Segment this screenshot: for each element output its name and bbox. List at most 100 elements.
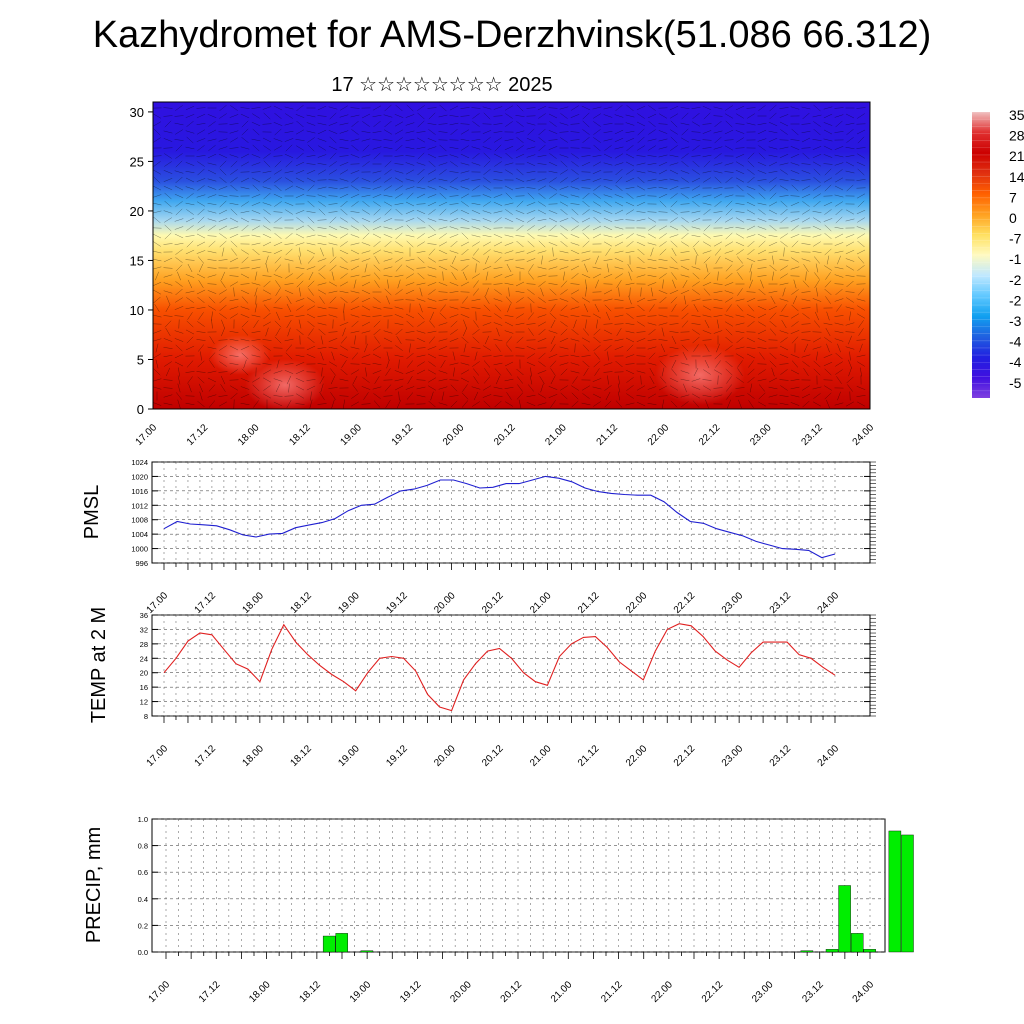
y-tick-label: 5 bbox=[137, 352, 144, 367]
colorbar-label: 7 bbox=[1009, 189, 1017, 205]
temp-x-tick-label: 22.12 bbox=[672, 743, 698, 769]
temp-x-tick-label: 23.00 bbox=[720, 743, 746, 769]
x-tick-label: 23.12 bbox=[799, 422, 825, 448]
pmsl-y-tick-label: 1004 bbox=[131, 530, 148, 539]
precip-y-tick-label: 1.0 bbox=[138, 815, 148, 824]
y-tick-label: 0 bbox=[137, 402, 144, 417]
colorbar bbox=[972, 112, 990, 398]
temp-x-tick-label: 22.00 bbox=[624, 743, 650, 769]
temp-x-tick-label: 18.00 bbox=[241, 743, 267, 769]
pmsl-x-tick-label: 17.12 bbox=[193, 590, 219, 616]
pmsl-y-tick-label: 1012 bbox=[131, 501, 148, 510]
colorbar-label: -7 bbox=[1009, 231, 1022, 247]
precip-y-tick-label: 0.2 bbox=[138, 921, 148, 930]
pmsl-x-tick-label: 18.00 bbox=[241, 590, 267, 616]
x-tick-label: 17.12 bbox=[185, 422, 211, 448]
precip-x-tick-label: 19.00 bbox=[348, 979, 374, 1005]
precip-x-tick-label: 19.12 bbox=[398, 979, 424, 1005]
precip-x-tick-label: 24.00 bbox=[851, 979, 877, 1005]
precip-y-tick-label: 0.8 bbox=[138, 842, 148, 851]
precip-x-tick-label: 22.12 bbox=[700, 979, 726, 1005]
colorbar-label: 14 bbox=[1009, 169, 1024, 185]
colorbar-label: 28 bbox=[1009, 128, 1024, 144]
temp-y-tick-label: 32 bbox=[140, 625, 148, 634]
precip-bar bbox=[863, 949, 876, 953]
precip-y-axis-label: PRECIP, mm bbox=[83, 827, 105, 943]
temp-x-tick-label: 21.12 bbox=[576, 743, 602, 769]
temp-x-tick-label: 23.12 bbox=[768, 743, 794, 769]
pmsl-x-tick-label: 20.00 bbox=[432, 590, 458, 616]
colorbar-label: 35 bbox=[1009, 107, 1024, 123]
precip-bar bbox=[360, 950, 374, 953]
chart-title: Kazhydromet for AMS-Derzhvinsk(51.086 66… bbox=[92, 14, 932, 56]
pmsl-x-tick-label: 24.00 bbox=[816, 590, 842, 616]
x-tick-label: 24.00 bbox=[851, 422, 877, 448]
y-tick-label: 10 bbox=[130, 303, 144, 318]
colorbar-label: -5 bbox=[1009, 375, 1022, 391]
pmsl-x-tick-label: 19.00 bbox=[336, 590, 362, 616]
precip-bar bbox=[838, 885, 851, 953]
precip-x-tick-label: 20.00 bbox=[448, 979, 474, 1005]
precip-bar bbox=[335, 933, 348, 953]
x-tick-label: 21.00 bbox=[543, 422, 569, 448]
pmsl-x-tick-label: 23.12 bbox=[768, 590, 794, 616]
colorbar-label: 0 bbox=[1009, 210, 1017, 226]
temp-x-tick-label: 17.00 bbox=[145, 743, 171, 769]
pmsl-x-tick-label: 20.12 bbox=[480, 590, 506, 616]
precip-y-tick-label: 0.4 bbox=[138, 895, 148, 904]
x-tick-label: 22.12 bbox=[697, 422, 723, 448]
temp-x-tick-label: 20.00 bbox=[432, 743, 458, 769]
precip-x-tick-label: 22.00 bbox=[650, 979, 676, 1005]
x-tick-label: 23.00 bbox=[748, 422, 774, 448]
pmsl-y-tick-label: 1000 bbox=[131, 545, 148, 554]
pmsl-x-tick-label: 22.00 bbox=[624, 590, 650, 616]
precip-x-tick-label: 18.00 bbox=[247, 979, 273, 1005]
precip-frame bbox=[151, 818, 886, 953]
temp-x-tick-label: 18.12 bbox=[288, 743, 314, 769]
warm-core-area bbox=[210, 335, 270, 375]
precip-x-tick-label: 23.00 bbox=[750, 979, 776, 1005]
pmsl-series-line bbox=[163, 475, 836, 559]
y-tick-label: 15 bbox=[130, 253, 144, 268]
precip-bar bbox=[800, 950, 814, 953]
colorbar-label: -4 bbox=[1009, 354, 1022, 370]
warm-core-area bbox=[245, 359, 325, 411]
temp-x-tick-label: 24.00 bbox=[816, 743, 842, 769]
precip-bar bbox=[825, 949, 839, 953]
pmsl-x-tick-label: 21.00 bbox=[528, 590, 554, 616]
temp-y-tick-label: 24 bbox=[140, 654, 148, 663]
y-tick-label: 25 bbox=[130, 154, 144, 169]
precip-x-tick-label: 21.00 bbox=[549, 979, 575, 1005]
temp-y-tick-label: 20 bbox=[140, 669, 148, 678]
temp-x-tick-label: 17.12 bbox=[193, 743, 219, 769]
colorbar-label: -2 bbox=[1009, 272, 1022, 288]
pmsl-y-tick-label: 1024 bbox=[131, 458, 148, 467]
wind-barbs bbox=[152, 104, 866, 409]
x-tick-label: 18.12 bbox=[287, 422, 313, 448]
pmsl-y-tick-label: 1020 bbox=[131, 472, 148, 481]
temp-y-tick-label: 12 bbox=[140, 698, 148, 707]
temp-x-tick-label: 19.12 bbox=[384, 743, 410, 769]
x-tick-label: 19.12 bbox=[390, 422, 416, 448]
colorbar-label: -4 bbox=[1009, 334, 1022, 350]
pmsl-y-axis-label: PMSL bbox=[81, 485, 103, 539]
temp-y-axis-label: TEMP at 2 M bbox=[88, 607, 110, 723]
temp-x-tick-label: 20.12 bbox=[480, 743, 506, 769]
pmsl-y-tick-label: 1008 bbox=[131, 516, 148, 525]
pmsl-x-tick-label: 17.00 bbox=[145, 590, 171, 616]
precip-bar bbox=[888, 830, 902, 953]
temp-x-tick-label: 19.00 bbox=[336, 743, 362, 769]
cross-section-frame bbox=[152, 101, 871, 410]
y-tick-label: 20 bbox=[130, 204, 144, 219]
pmsl-y-tick-label: 996 bbox=[135, 559, 148, 568]
chart-subtitle: 17 ☆☆☆☆☆☆☆☆ 2025 bbox=[331, 74, 553, 96]
x-tick-label: 20.12 bbox=[492, 422, 518, 448]
temp-y-tick-label: 16 bbox=[140, 683, 148, 692]
colorbar-label: -1 bbox=[1009, 251, 1022, 267]
temp-y-tick-label: 36 bbox=[140, 611, 148, 620]
x-tick-label: 20.00 bbox=[441, 422, 467, 448]
precip-x-tick-label: 18.12 bbox=[298, 979, 324, 1005]
precip-bar bbox=[850, 933, 864, 953]
